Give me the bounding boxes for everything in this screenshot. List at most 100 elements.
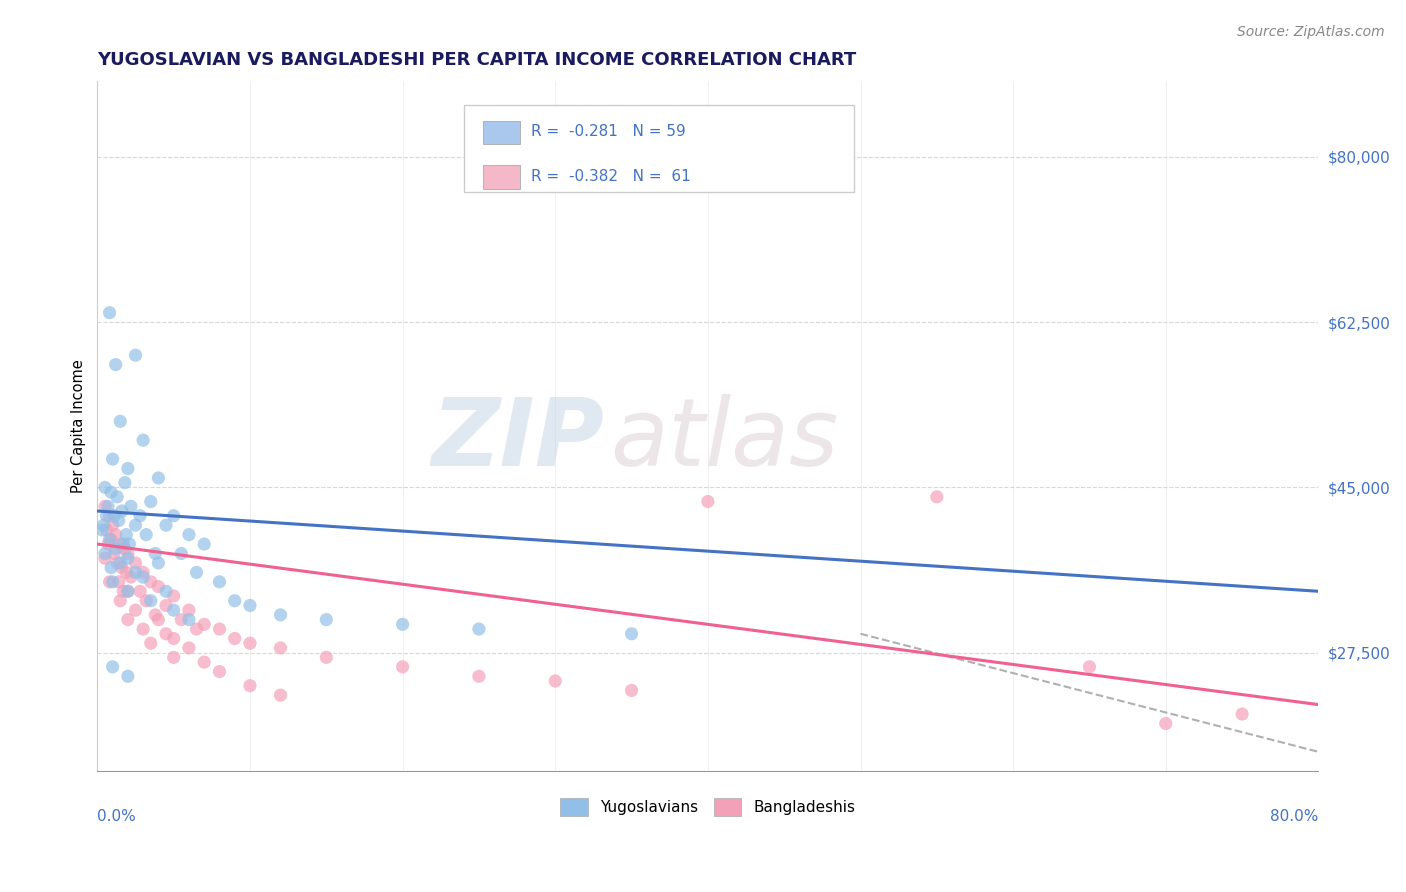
Point [468,669,491,683]
Point [124,518,146,533]
Point [224,632,246,646]
Point [193,617,215,632]
Point [124,348,146,362]
Point [90,523,112,537]
Point [115,566,138,580]
Point [117,551,139,566]
Point [100,560,122,574]
Point [163,508,186,523]
Point [132,570,155,584]
Point [139,574,162,589]
Text: ZIP: ZIP [432,393,605,486]
Point [105,556,128,570]
Point [139,636,162,650]
Point [315,613,337,627]
Point [112,537,135,551]
Point [93,518,115,533]
Point [1078,660,1101,674]
Point [118,537,141,551]
Point [120,570,142,584]
Point [132,566,155,580]
Point [696,494,718,508]
Point [135,527,157,541]
Point [208,665,231,679]
Point [391,617,413,632]
Point [110,556,132,570]
Point [105,490,128,504]
Point [239,679,262,693]
Point [139,494,162,508]
Point [155,518,177,533]
Point [468,622,491,636]
Point [620,683,643,698]
Point [177,613,200,627]
Point [120,500,142,514]
Text: R =  -0.281   N = 59: R = -0.281 N = 59 [531,124,686,139]
Point [143,547,166,561]
Point [620,627,643,641]
Point [124,556,146,570]
Point [101,574,124,589]
FancyBboxPatch shape [484,165,520,189]
Point [107,513,129,527]
Point [163,650,186,665]
Legend: Yugoslavians, Bangladeshis: Yugoslavians, Bangladeshis [554,792,862,822]
Point [135,593,157,607]
Point [177,640,200,655]
Point [143,607,166,622]
Point [129,584,152,599]
Point [139,593,162,607]
Point [315,650,337,665]
Point [186,622,208,636]
Point [94,480,117,494]
Point [94,500,117,514]
Y-axis label: Per Capita Income: Per Capita Income [72,359,86,493]
Point [163,632,186,646]
Point [98,574,121,589]
Point [115,527,138,541]
Point [114,541,136,556]
Point [270,688,292,702]
Point [98,508,121,523]
Point [170,613,193,627]
Point [129,508,152,523]
Point [124,566,146,580]
Point [117,461,139,475]
Text: 80.0%: 80.0% [1270,809,1319,823]
Point [111,504,134,518]
Point [117,584,139,599]
Point [163,603,186,617]
Point [224,593,246,607]
Text: YUGOSLAVIAN VS BANGLADESHI PER CAPITA INCOME CORRELATION CHART: YUGOSLAVIAN VS BANGLADESHI PER CAPITA IN… [97,51,856,69]
Point [155,599,177,613]
Point [148,556,170,570]
Point [100,533,122,547]
Point [925,490,948,504]
Point [270,607,292,622]
Point [103,508,125,523]
Point [239,636,262,650]
Point [98,533,121,547]
Text: Source: ZipAtlas.com: Source: ZipAtlas.com [1237,25,1385,39]
Point [100,485,122,500]
Point [148,580,170,594]
Point [101,452,124,467]
Point [391,660,413,674]
Point [155,584,177,599]
Text: 0.0%: 0.0% [97,809,136,823]
Point [111,560,134,574]
Point [170,547,193,561]
FancyBboxPatch shape [464,105,855,192]
Point [124,603,146,617]
Point [177,603,200,617]
Point [132,622,155,636]
Point [117,613,139,627]
Point [1230,706,1253,721]
Point [270,640,292,655]
Point [104,541,127,556]
Point [94,551,117,566]
Point [193,655,215,669]
Point [186,566,208,580]
Point [94,547,117,561]
Point [239,599,262,613]
